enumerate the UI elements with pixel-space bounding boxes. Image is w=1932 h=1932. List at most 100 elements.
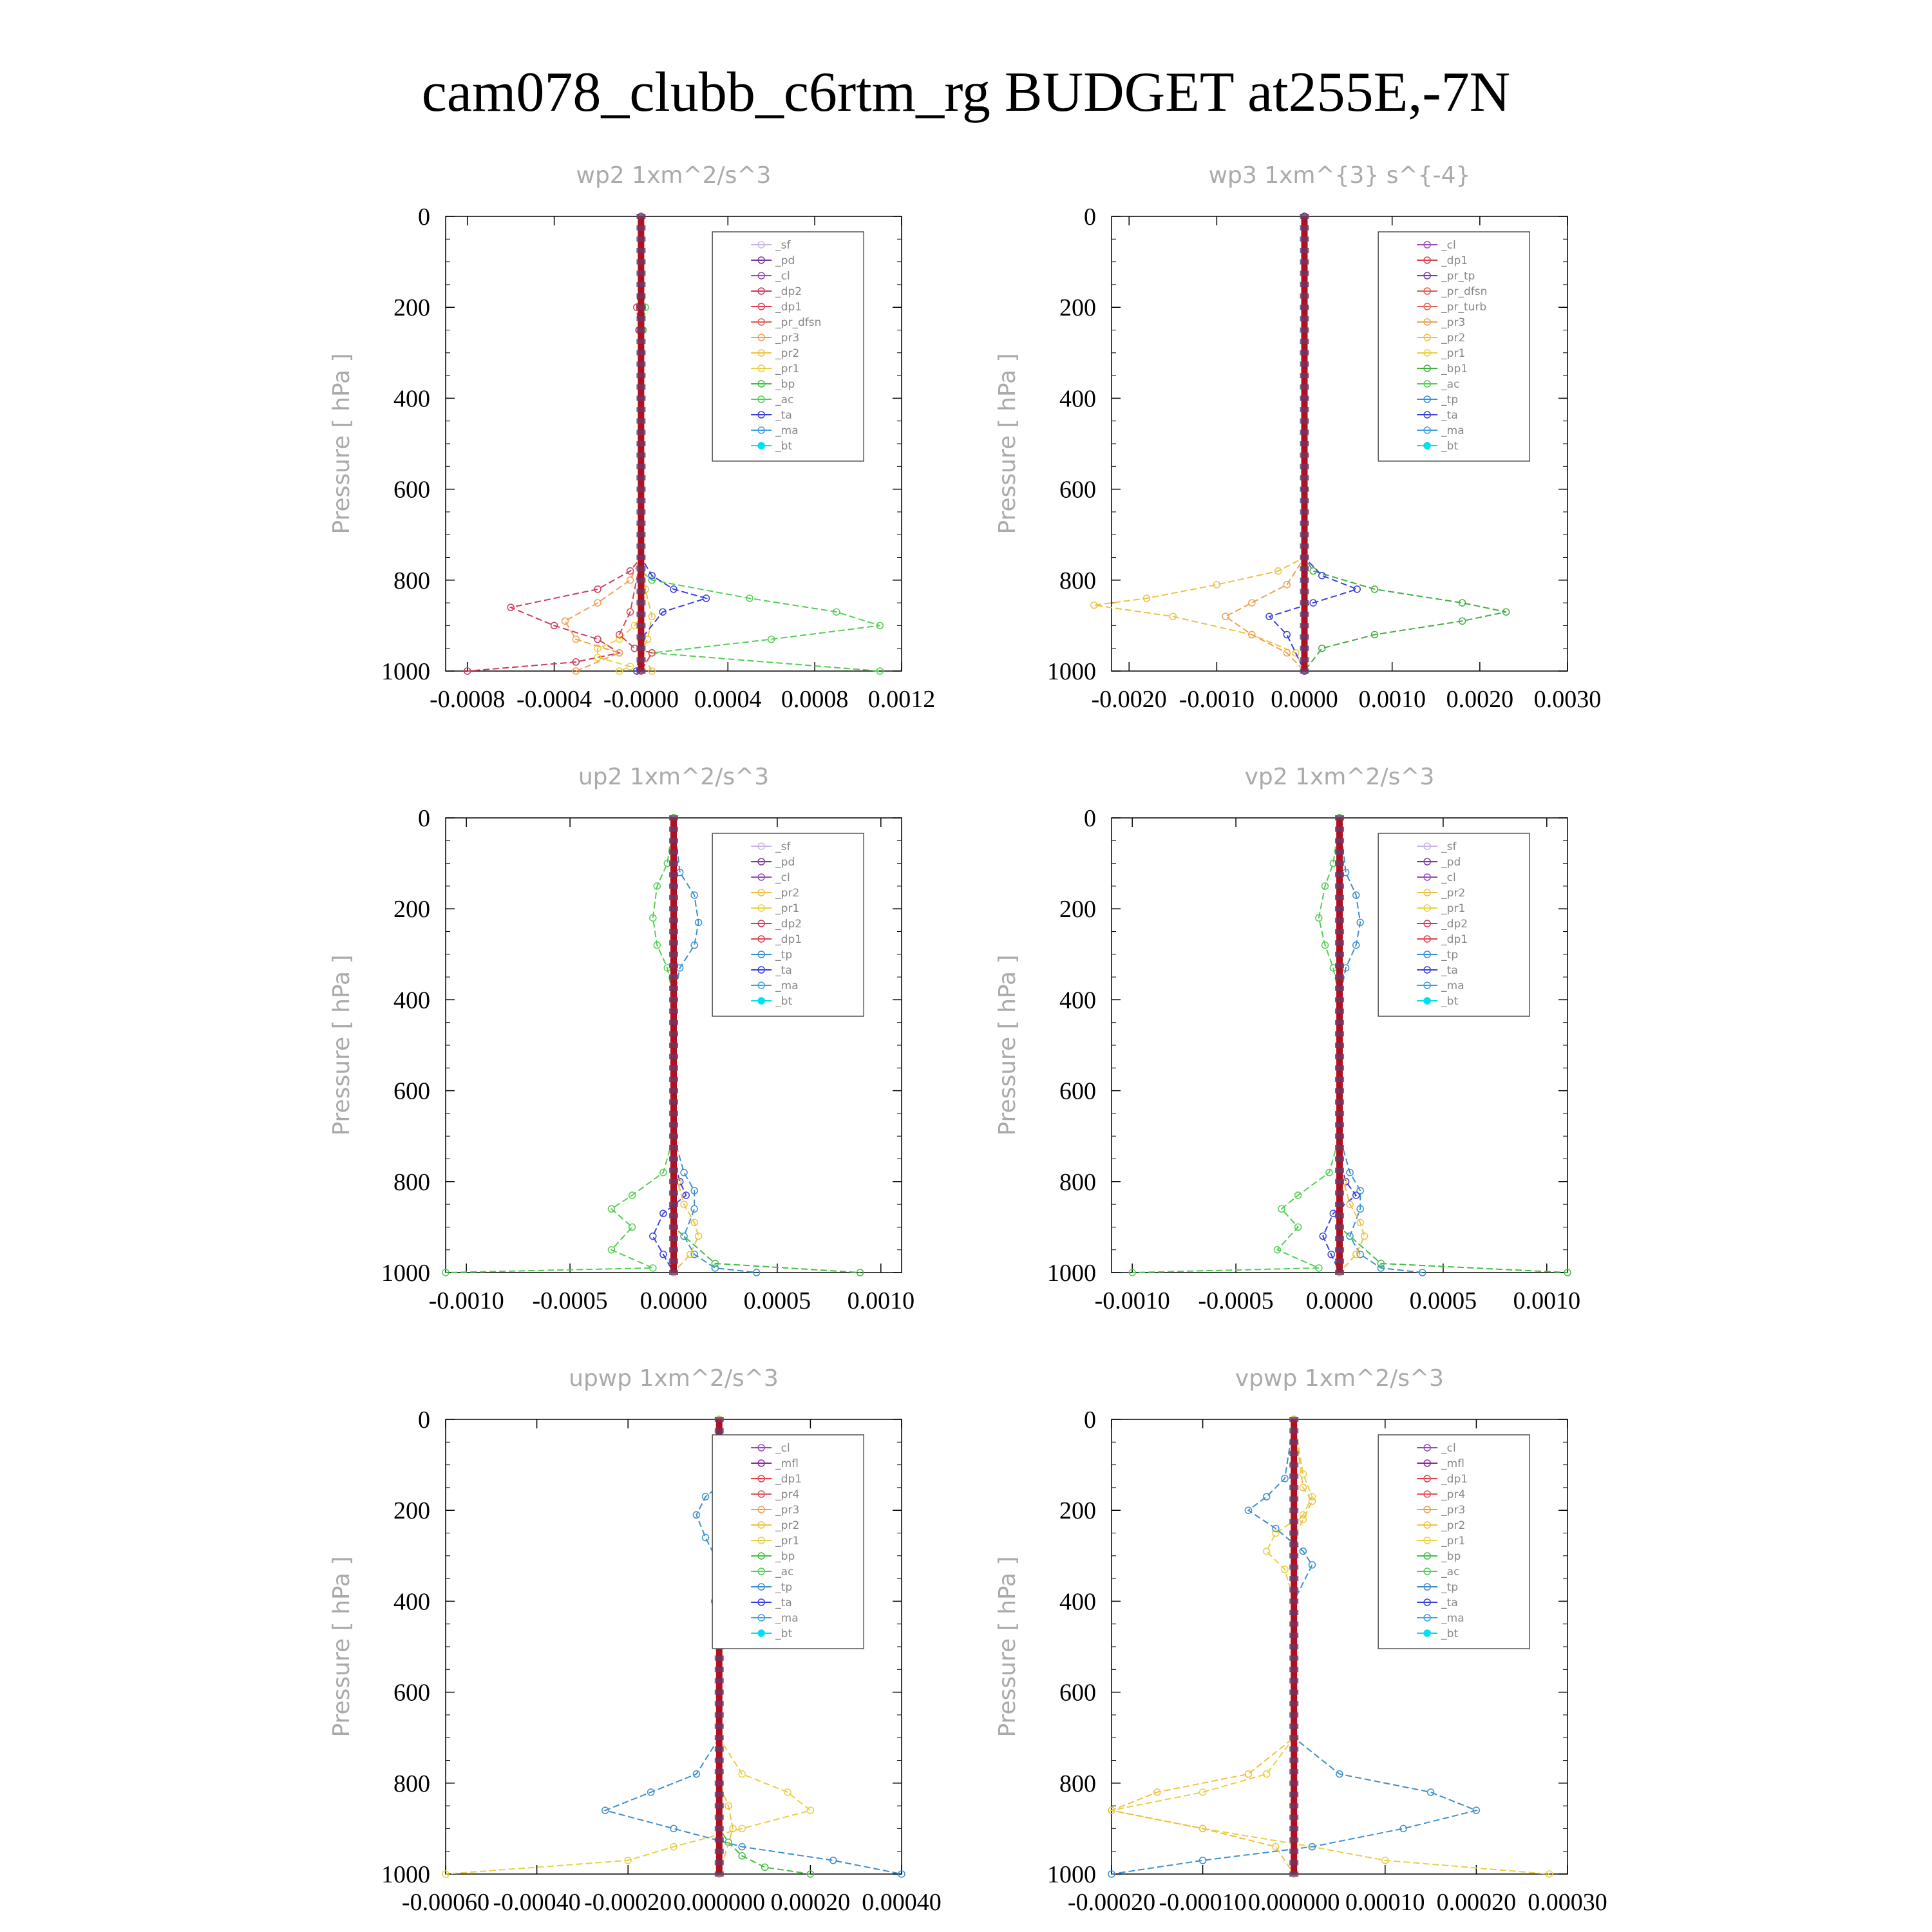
series-point — [615, 667, 623, 675]
y-tick-label: 1000 — [1047, 1260, 1096, 1287]
legend-label: _ma — [775, 980, 798, 992]
bt-marker — [1289, 1667, 1299, 1672]
bt-marker — [714, 1848, 724, 1854]
series-point — [1262, 1770, 1271, 1778]
series-point — [876, 667, 884, 675]
legend-label: _bp — [775, 378, 795, 391]
series-point — [648, 571, 656, 580]
bt-marker — [636, 498, 646, 504]
legend-marker — [757, 395, 765, 403]
bt-marker — [1289, 1644, 1299, 1649]
series-line-pr1 — [597, 216, 642, 672]
y-tick-label: 400 — [393, 1588, 430, 1615]
legend-label: _cl — [1441, 871, 1456, 884]
series-point — [690, 1251, 698, 1258]
series-point — [1545, 1870, 1553, 1878]
panel-3: vp2 1xm^2/s^3 Pressure [ hPa ] 0 200 400 600 8… — [994, 764, 1580, 1314]
bt-marker — [1300, 634, 1309, 640]
legend-label: _sf — [775, 239, 791, 252]
bt-marker — [1335, 1213, 1344, 1218]
legend-label: _pr_tp — [1441, 270, 1475, 283]
x-tick-label: -0.00010 — [1159, 1889, 1247, 1916]
legend-marker — [757, 303, 765, 310]
legend-label: _dp1 — [775, 301, 802, 314]
series-point — [1262, 1493, 1271, 1501]
bt-marker — [669, 1054, 678, 1059]
legend-marker — [757, 951, 765, 958]
x-tick-label: 0.00010 — [1345, 1889, 1425, 1916]
bt-marker — [669, 1213, 678, 1218]
bt-marker — [636, 554, 646, 560]
legend-label: _tp — [775, 1581, 792, 1594]
series-point — [463, 667, 471, 675]
x-tick-label: 0.000000 — [1248, 1889, 1340, 1916]
legend-label: _pr2 — [1441, 1519, 1465, 1532]
legend-label: _pd — [775, 254, 795, 267]
legend-label: _pd — [775, 856, 795, 869]
legend-label: _pr1 — [1441, 1535, 1465, 1548]
x-tick-label: -0.0004 — [516, 686, 592, 713]
series-line-dp1 — [1132, 817, 1340, 1273]
series-point — [1244, 1770, 1253, 1778]
bt-marker — [1335, 1202, 1344, 1208]
bt-marker — [714, 1792, 724, 1797]
series-point — [694, 1232, 703, 1240]
series-point — [1274, 567, 1282, 575]
legend-marker — [1423, 889, 1431, 896]
series-point — [1352, 1251, 1360, 1258]
legend-marker — [1423, 318, 1431, 326]
legend-marker — [1423, 1567, 1431, 1575]
bt-marker — [636, 236, 646, 242]
y-tick-label: 400 — [1059, 1588, 1096, 1615]
panel-title: upwp 1xm^2/s^3 — [569, 1365, 779, 1392]
x-tick-label: -0.0010 — [1179, 686, 1255, 713]
bt-marker — [1289, 1871, 1299, 1877]
legend-marker — [757, 981, 765, 989]
series-point — [1153, 1788, 1161, 1796]
bt-marker — [1335, 1122, 1344, 1128]
figure-title: cam078_clubb_c6rtm_rg BUDGET at255E,-7N — [422, 61, 1510, 124]
series-point — [1377, 1260, 1385, 1267]
y-tick-label: 600 — [1059, 477, 1096, 504]
series-point — [628, 1223, 636, 1231]
bt-marker — [669, 1258, 678, 1264]
bt-marker — [669, 1076, 678, 1082]
bt-marker — [1289, 1814, 1299, 1820]
series-point — [1244, 1506, 1253, 1514]
series-point — [680, 1232, 688, 1240]
series-point — [1198, 1857, 1207, 1864]
legend-label: _tp — [775, 949, 792, 961]
series-point — [607, 1245, 616, 1254]
bt-marker — [1335, 951, 1344, 957]
bt-marker — [1300, 407, 1309, 413]
series-point — [670, 1842, 677, 1851]
bt-marker — [636, 316, 646, 321]
series-point — [1248, 599, 1256, 607]
series-point — [1356, 1218, 1364, 1227]
bt-marker — [1335, 1247, 1344, 1253]
bt-marker — [669, 1224, 678, 1230]
bt-marker — [1289, 1417, 1299, 1422]
series-point — [1169, 612, 1177, 621]
series-point — [649, 914, 657, 922]
series-point — [653, 882, 661, 890]
series-point — [694, 918, 703, 927]
x-tick-label: -0.0005 — [533, 1287, 608, 1314]
y-tick-label: 400 — [393, 987, 430, 1014]
legend-label: _pr1 — [775, 1535, 799, 1548]
series-point — [594, 635, 601, 643]
bt-marker — [714, 1689, 724, 1695]
legend-label: _dp2 — [775, 285, 802, 298]
legend-label: _sf — [1441, 840, 1457, 853]
legend-marker — [1423, 1506, 1431, 1513]
legend-label: _pr1 — [1441, 347, 1465, 360]
series-point — [833, 608, 840, 616]
bt-marker — [1300, 441, 1309, 446]
y-tick-label: 400 — [1059, 987, 1096, 1014]
legend-label: _pr4 — [1441, 1488, 1465, 1501]
legend-label: _pr1 — [775, 902, 799, 915]
bt-marker — [636, 611, 646, 617]
series-point — [784, 1788, 791, 1796]
series-point — [626, 567, 634, 575]
